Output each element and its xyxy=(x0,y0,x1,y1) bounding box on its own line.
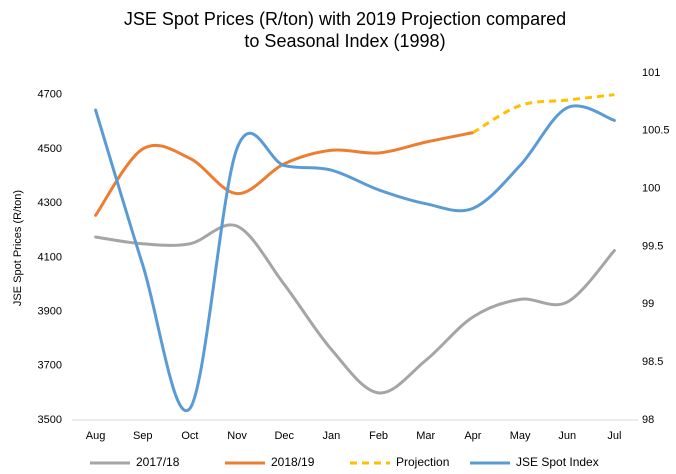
x-tick-label: Dec xyxy=(274,430,294,442)
y2-tick-label: 100 xyxy=(642,183,660,195)
line-series xyxy=(94,223,616,395)
x-tick-label: Jun xyxy=(558,430,576,442)
y-tick-label: 4300 xyxy=(38,197,62,209)
line-series xyxy=(472,93,615,134)
chart-title: JSE Spot Prices (R/ton) with 2019 Projec… xyxy=(123,9,567,51)
y2-tick-label: 98 xyxy=(642,414,654,426)
x-tick-label: Mar xyxy=(416,430,435,442)
legend-label: 2017/18 xyxy=(136,455,180,469)
y2-tick-label: 99.5 xyxy=(642,240,663,252)
y2-tick-label: 98.5 xyxy=(642,356,663,368)
legend-label: JSE Spot Index xyxy=(516,455,599,469)
x-tick-label: Feb xyxy=(369,430,388,442)
x-tick-label: Sep xyxy=(133,430,153,442)
y-tick-label: 4100 xyxy=(38,251,62,263)
x-tick-label: Oct xyxy=(181,430,198,442)
legend-label: Projection xyxy=(396,455,449,469)
x-tick-label: Apr xyxy=(464,430,481,442)
x-tick-label: Jan xyxy=(323,430,341,442)
x-tick-label: May xyxy=(510,430,531,442)
y-axis-title: JSE Spot Prices (R/ton) xyxy=(12,190,24,306)
y2-tick-label: 100.5 xyxy=(642,125,670,137)
line-series xyxy=(94,104,616,413)
x-tick-label: Nov xyxy=(227,430,247,442)
x-tick-label: Jul xyxy=(607,430,621,442)
x-tick-label: Aug xyxy=(86,430,106,442)
legend-label: 2018/19 xyxy=(271,455,315,469)
y2-tick-label: 99 xyxy=(642,298,654,310)
y-tick-label: 3700 xyxy=(38,360,62,372)
y-tick-label: 3900 xyxy=(38,305,62,317)
y-tick-label: 3500 xyxy=(38,414,62,426)
y-tick-label: 4700 xyxy=(38,89,62,101)
y2-tick-label: 101 xyxy=(642,67,660,79)
y-tick-label: 4500 xyxy=(38,143,62,155)
